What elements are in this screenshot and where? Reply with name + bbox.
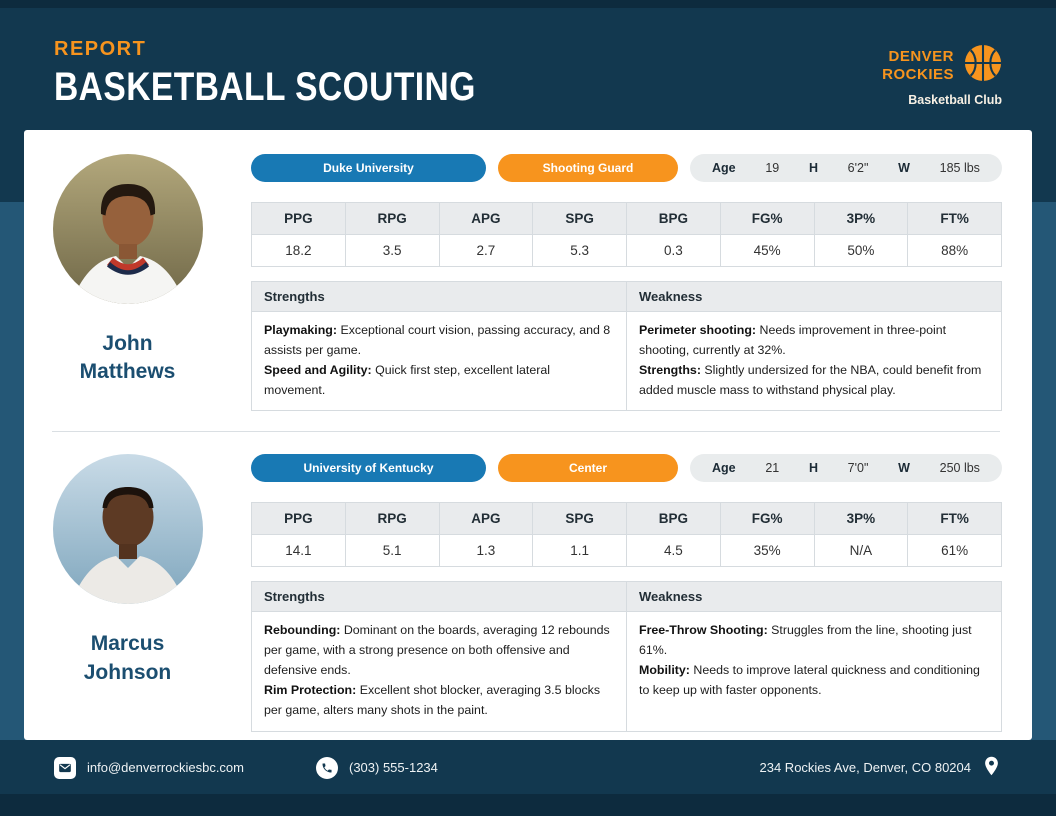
stat-value: 45% [719, 234, 815, 267]
height-value: 7'0" [847, 461, 869, 476]
club-subtitle: Basketball Club [908, 93, 1002, 107]
bio-pill: Age 21 H 7'0" W 250 lbs [690, 454, 1002, 483]
strengths-cell: Rebounding: Dominant on the boards, aver… [251, 611, 627, 732]
phone-icon [315, 756, 338, 779]
stat-value: 5.3 [532, 234, 627, 267]
player-portrait [52, 154, 203, 304]
footer-contact-row: info@denverrockiesbc.com (303) 555-1234 … [54, 756, 1000, 779]
basketball-icon [964, 44, 1002, 87]
stat-header: BPG [626, 502, 721, 536]
player-section-john-matthews: John Matthews Duke University Shooting G… [50, 154, 1002, 412]
school-badge: University of Kentucky [251, 454, 486, 483]
stat-header: SPG [532, 202, 627, 235]
strengths-weakness-table: Strengths Weakness Rebounding: Dominant … [251, 581, 1002, 732]
player-photo [52, 454, 203, 605]
height-value: 6'2" [847, 161, 869, 175]
weakness-header: Weakness [626, 281, 1002, 312]
stat-value: 50% [813, 234, 909, 267]
weakness-cell: Perimeter shooting: Needs improvement in… [626, 310, 1002, 412]
player-name: John Matthews [79, 332, 176, 384]
club-brand: DENVER ROCKIES Basketball Club [882, 44, 1002, 107]
top-frame-strip [0, 0, 1056, 8]
stat-header: FT% [907, 502, 1002, 536]
report-header: REPORT BASKETBALL SCOUTING [54, 38, 556, 110]
stat-header: BPG [626, 202, 721, 235]
height-label: H [808, 161, 818, 175]
player-section-marcus-johnson: Marcus Johnson University of Kentucky Ce… [50, 454, 1002, 732]
age-value: 21 [765, 461, 780, 476]
stat-header: PPG [251, 202, 346, 235]
player-name: Marcus Johnson [83, 632, 172, 684]
email-text: info@denverrockiesbc.com [87, 760, 244, 775]
stats-value-row: 18.2 3.5 2.7 5.3 0.3 45% 50% 88% [251, 234, 1002, 267]
player-portrait [52, 454, 203, 605]
player-photo [52, 154, 203, 304]
position-badge: Shooting Guard [498, 154, 678, 182]
stat-header: FT% [907, 202, 1002, 235]
position-badge: Center [498, 454, 678, 483]
weight-label: W [898, 161, 910, 175]
stat-value: 5.1 [344, 534, 440, 568]
stat-value: 1.3 [438, 534, 534, 568]
age-label: Age [712, 461, 736, 476]
weight-value: 185 lbs [939, 161, 980, 175]
stat-header: 3P% [813, 502, 909, 536]
strengths-cell: Playmaking: Exceptional court vision, pa… [251, 310, 627, 412]
stat-value: 3.5 [344, 234, 440, 267]
player-divider [52, 431, 1000, 433]
stat-header: 3P% [813, 202, 909, 235]
stat-value: 1.1 [532, 534, 627, 568]
stats-table: PPG RPG APG SPG BPG FG% 3P% FT% 18.2 3.5… [251, 202, 1002, 267]
stat-header: PPG [251, 502, 346, 536]
stat-value: 2.7 [438, 234, 534, 267]
email-contact: info@denverrockiesbc.com [54, 756, 244, 779]
school-badge: Duke University [251, 154, 486, 182]
age-label: Age [712, 161, 736, 175]
phone-contact: (303) 555-1234 [315, 756, 438, 779]
scouting-card: John Matthews Duke University Shooting G… [24, 130, 1032, 740]
stat-header: SPG [532, 502, 627, 536]
stat-value: 18.2 [251, 234, 346, 267]
club-name: DENVER ROCKIES [882, 48, 954, 83]
weight-value: 250 lbs [939, 461, 980, 476]
map-pin-icon [983, 756, 1000, 779]
stat-header: FG% [719, 502, 815, 536]
stat-header: APG [438, 202, 534, 235]
height-label: H [808, 461, 818, 476]
envelope-icon [54, 756, 76, 779]
address-contact: 234 Rockies Ave, Denver, CO 80204 [760, 756, 1001, 779]
stat-header: RPG [344, 202, 440, 235]
weight-label: W [898, 461, 910, 476]
age-value: 19 [765, 161, 780, 175]
stat-header: RPG [344, 502, 440, 536]
stats-table: PPG RPG APG SPG BPG FG% 3P% FT% 14.1 5.1… [251, 502, 1002, 568]
bottom-frame-strip [0, 794, 1056, 816]
stats-header-row: PPG RPG APG SPG BPG FG% 3P% FT% [251, 202, 1002, 235]
phone-text: (303) 555-1234 [348, 760, 438, 775]
weakness-header: Weakness [626, 581, 1002, 613]
report-kicker: REPORT [54, 38, 147, 60]
address-text: 234 Rockies Ave, Denver, CO 80204 [759, 760, 972, 775]
stat-value: 88% [907, 234, 1002, 267]
stat-header: FG% [719, 202, 815, 235]
strengths-header: Strengths [251, 281, 627, 312]
stat-value: 4.5 [626, 534, 721, 568]
page-title: BASKETBALL SCOUTING [54, 65, 476, 109]
stat-value: 0.3 [626, 234, 721, 267]
stats-value-row: 14.1 5.1 1.3 1.1 4.5 35% N/A 61% [251, 534, 1002, 568]
strengths-weakness-table: Strengths Weakness Playmaking: Exception… [251, 281, 1002, 412]
stat-value: 35% [719, 534, 815, 568]
stat-value: 61% [907, 534, 1002, 568]
bio-pill: Age 19 H 6'2" W 185 lbs [690, 154, 1002, 182]
stat-header: APG [438, 502, 534, 536]
stat-value: N/A [813, 534, 909, 568]
weakness-cell: Free-Throw Shooting: Struggles from the … [626, 611, 1002, 732]
stat-value: 14.1 [251, 534, 346, 568]
stats-header-row: PPG RPG APG SPG BPG FG% 3P% FT% [251, 502, 1002, 536]
strengths-header: Strengths [251, 581, 627, 613]
